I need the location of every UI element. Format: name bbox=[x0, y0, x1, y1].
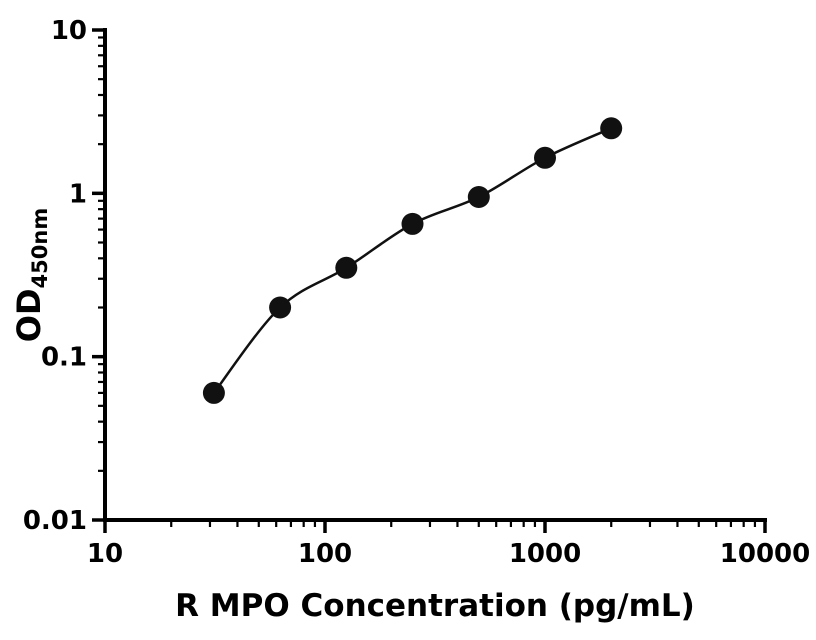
data-point bbox=[467, 186, 490, 208]
x-tick-label: 100 bbox=[298, 539, 352, 569]
data-series bbox=[202, 117, 623, 404]
y-tick-label: 0.01 bbox=[23, 506, 87, 536]
y-tick-label: 0.1 bbox=[41, 343, 87, 373]
x-tick-label: 10 bbox=[87, 539, 123, 569]
data-point bbox=[269, 296, 292, 319]
axes bbox=[103, 28, 767, 522]
x-tick-label: 1000 bbox=[509, 539, 581, 569]
y-axis-label-main: OD bbox=[10, 288, 48, 342]
data-point bbox=[534, 146, 556, 169]
data-point bbox=[401, 212, 424, 235]
x-axis-label: R MPO Concentration (pg/mL) bbox=[175, 588, 695, 624]
x-tick-label: 10000 bbox=[720, 539, 810, 569]
data-point bbox=[202, 381, 225, 404]
y-tick-label: 1 bbox=[69, 179, 87, 209]
tick-labels: 10 100 1000 10000 0.01 0.1 1 10 bbox=[23, 16, 810, 569]
data-point bbox=[600, 117, 623, 140]
axis-lines bbox=[103, 28, 767, 522]
y-axis-label: OD450nm bbox=[10, 208, 52, 342]
tick-marks bbox=[92, 28, 767, 533]
data-point bbox=[335, 256, 358, 279]
y-axis-label-subscript: 450nm bbox=[28, 208, 52, 289]
y-tick-label: 10 bbox=[51, 16, 87, 46]
fit-curve bbox=[212, 127, 612, 394]
